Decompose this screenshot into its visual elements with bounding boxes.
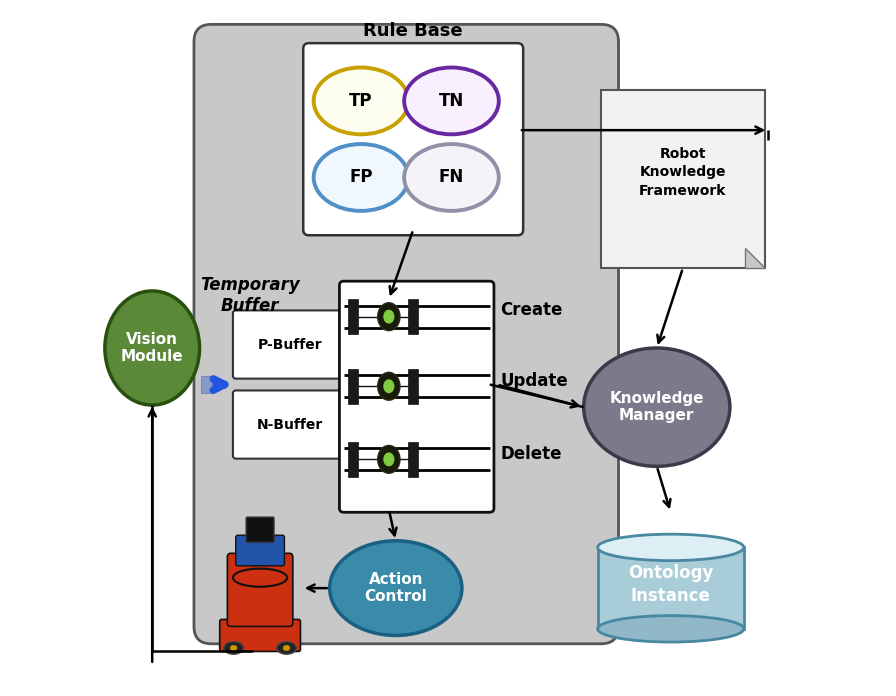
Bar bbox=[348, 442, 358, 477]
Bar bbox=[409, 299, 418, 334]
Ellipse shape bbox=[383, 379, 394, 393]
Text: Update: Update bbox=[500, 372, 568, 390]
Ellipse shape bbox=[230, 645, 237, 651]
Ellipse shape bbox=[283, 645, 290, 651]
Text: Temporary
Buffer: Temporary Buffer bbox=[200, 276, 299, 315]
Ellipse shape bbox=[314, 68, 409, 134]
Text: TN: TN bbox=[439, 92, 464, 110]
Bar bbox=[201, 376, 213, 393]
Text: FN: FN bbox=[439, 168, 464, 187]
Text: Ontology
Instance: Ontology Instance bbox=[628, 564, 713, 606]
FancyBboxPatch shape bbox=[236, 535, 284, 566]
Text: FP: FP bbox=[349, 168, 373, 187]
Ellipse shape bbox=[404, 68, 499, 134]
FancyBboxPatch shape bbox=[340, 281, 494, 512]
Ellipse shape bbox=[224, 642, 244, 654]
FancyBboxPatch shape bbox=[220, 619, 300, 651]
Text: N-Buffer: N-Buffer bbox=[256, 418, 323, 432]
Ellipse shape bbox=[598, 535, 744, 561]
Ellipse shape bbox=[378, 445, 400, 473]
Text: Robot
Knowledge
Framework: Robot Knowledge Framework bbox=[639, 147, 727, 198]
Bar bbox=[409, 442, 418, 477]
Text: Knowledge
Manager: Knowledge Manager bbox=[609, 391, 704, 423]
FancyBboxPatch shape bbox=[194, 24, 618, 644]
Ellipse shape bbox=[583, 348, 730, 466]
FancyBboxPatch shape bbox=[233, 390, 347, 459]
Ellipse shape bbox=[378, 303, 400, 331]
FancyBboxPatch shape bbox=[303, 43, 523, 235]
Text: Vision
Module: Vision Module bbox=[121, 332, 184, 364]
Text: Delete: Delete bbox=[500, 445, 562, 463]
Text: TP: TP bbox=[349, 92, 373, 110]
Ellipse shape bbox=[314, 144, 409, 211]
FancyBboxPatch shape bbox=[246, 517, 274, 542]
Text: Create: Create bbox=[500, 301, 563, 319]
Ellipse shape bbox=[330, 541, 462, 635]
Bar bbox=[348, 299, 358, 334]
FancyBboxPatch shape bbox=[601, 90, 764, 268]
Text: P-Buffer: P-Buffer bbox=[257, 338, 322, 351]
FancyBboxPatch shape bbox=[228, 553, 293, 626]
Ellipse shape bbox=[105, 291, 200, 405]
Polygon shape bbox=[745, 248, 764, 268]
Bar bbox=[409, 369, 418, 404]
Bar bbox=[598, 547, 744, 629]
Text: Action
Control: Action Control bbox=[365, 572, 427, 604]
Ellipse shape bbox=[277, 642, 297, 654]
Bar bbox=[348, 369, 358, 404]
Ellipse shape bbox=[404, 144, 499, 211]
Ellipse shape bbox=[383, 452, 394, 466]
Ellipse shape bbox=[378, 372, 400, 400]
FancyBboxPatch shape bbox=[233, 310, 347, 379]
Ellipse shape bbox=[598, 615, 744, 642]
Ellipse shape bbox=[383, 310, 394, 324]
Text: Rule Base: Rule Base bbox=[364, 22, 463, 40]
